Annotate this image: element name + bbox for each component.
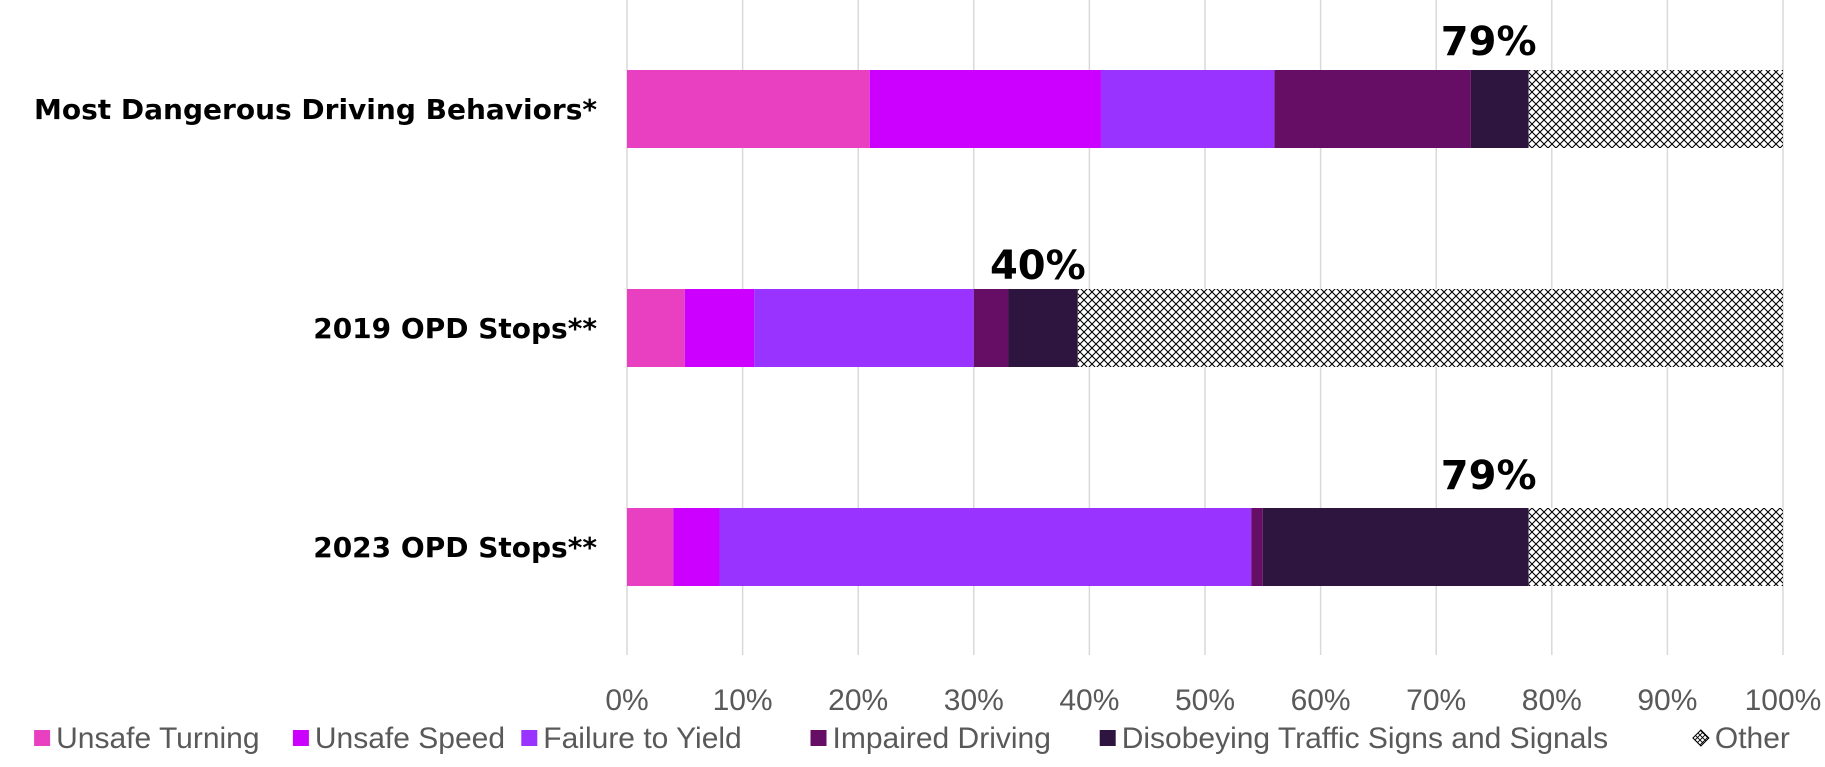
legend-label-disobeying-traffic-signs-and-signals: Disobeying Traffic Signs and Signals [1122, 722, 1608, 755]
x-tick-label: 20% [828, 684, 888, 717]
bar-segment-disobeying-traffic-signs-and-signals-2 [1008, 289, 1078, 367]
legend-swatch-failure-to-yield [521, 730, 538, 746]
bar-segment-failure-to-yield-2 [754, 289, 974, 367]
x-tick-label: 40% [1059, 684, 1119, 717]
bar-segment-impaired-driving-3 [1251, 508, 1263, 586]
bar-segment-disobeying-traffic-signs-and-signals-1 [1470, 70, 1529, 148]
bar-segment-other-3 [1528, 508, 1783, 586]
bar-segment-failure-to-yield-1 [1100, 70, 1275, 148]
legend-swatch-other [1692, 729, 1710, 747]
legend-swatch-unsafe-turning [34, 730, 51, 746]
x-tick-label: 0% [605, 684, 648, 717]
legend-label-unsafe-turning: Unsafe Turning [56, 722, 259, 755]
bar-segment-impaired-driving-1 [1274, 70, 1471, 148]
legend-label-other: Other [1715, 722, 1790, 755]
category-label: 2019 OPD Stops** [313, 312, 597, 345]
x-tick-label: 50% [1175, 684, 1235, 717]
bar-segment-other-2 [1077, 289, 1783, 367]
x-tick-label: 100% [1745, 684, 1822, 717]
legend: Unsafe Turning Unsafe Speed Failure to Yie… [34, 722, 1790, 755]
x-tick-label: 70% [1406, 684, 1466, 717]
legend-swatch-unsafe-speed [292, 730, 309, 746]
legend-label-failure-to-yield: Failure to Yield [543, 722, 741, 755]
legend-label-unsafe-speed: Unsafe Speed [315, 722, 505, 755]
bar-segment-unsafe-turning-2 [627, 289, 685, 367]
legend-label-impaired-driving: Impaired Driving [833, 722, 1051, 755]
legend-swatch-impaired-driving [810, 730, 827, 746]
bar-segment-disobeying-traffic-signs-and-signals-3 [1262, 508, 1529, 586]
x-tick-label: 80% [1522, 684, 1582, 717]
bar-segment-unsafe-turning-3 [627, 508, 674, 586]
label-layer: 0% 10% 20% 30% 40% 50% 60% 70% 80% 90% 100% Most Da… [34, 19, 1821, 717]
x-tick-label: 10% [713, 684, 773, 717]
x-tick-label: 90% [1637, 684, 1697, 717]
bar-segment-failure-to-yield-3 [719, 508, 1252, 586]
bar-segment-unsafe-speed-2 [684, 289, 755, 367]
bar-segment-unsafe-turning-1 [627, 70, 870, 148]
total-label: 79% [1441, 19, 1537, 65]
x-tick-label: 60% [1291, 684, 1351, 717]
bar-layer [627, 70, 1783, 586]
category-label: Most Dangerous Driving Behaviors* [34, 93, 597, 126]
bar-segment-unsafe-speed-3 [673, 508, 720, 586]
category-label: 2023 OPD Stops** [313, 531, 597, 564]
legend-swatch-disobeying-traffic-signs-and-signals [1099, 730, 1116, 746]
total-label: 40% [990, 243, 1086, 289]
bar-segment-unsafe-speed-1 [869, 70, 1101, 148]
bar-segment-other-1 [1528, 70, 1783, 148]
total-label: 79% [1441, 453, 1537, 499]
x-tick-label: 30% [944, 684, 1004, 717]
bar-segment-impaired-driving-2 [973, 289, 1009, 367]
